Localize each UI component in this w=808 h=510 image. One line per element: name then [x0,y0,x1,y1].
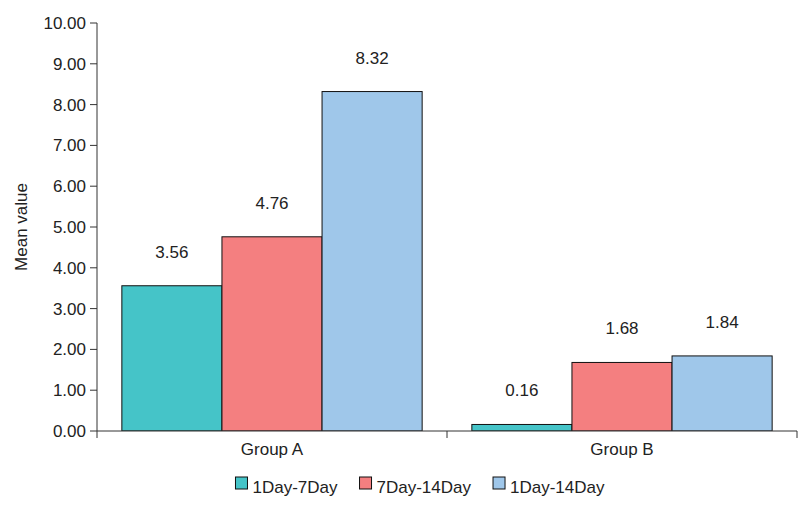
data-labels: 3.56 0.16 4.76 1.68 8.32 1.84 [155,49,738,401]
y-tick [90,23,97,24]
x-tick [447,431,448,438]
y-tick-label: 8.00 [53,96,86,115]
y-tick-label: 3.00 [53,300,86,319]
legend-item: 1Day-7Day [235,477,338,497]
legend-label: 7Day-14Day [377,478,472,497]
legend: 1Day-7Day 7Day-14Day 1Day-14Day [235,477,605,497]
x-tick [797,431,798,438]
chart: 0.00 1.00 2.00 3.00 4.00 5.00 6.00 7.00 8.00 9.00… [0,0,808,510]
data-label: 4.76 [255,194,288,213]
y-tick-label: 10.00 [43,14,86,33]
bars [122,92,772,431]
y-tick [90,186,97,187]
y-tick [90,390,97,391]
x-axis: Group A Group B [97,431,797,459]
bar [672,356,772,431]
legend-label: 1Day-7Day [252,478,338,497]
bar [572,362,672,431]
y-tick [90,431,97,432]
y-tick-label: 4.00 [53,259,86,278]
x-tick-label: Group B [590,440,653,459]
bar [472,424,572,431]
y-tick-label: 0.00 [53,422,86,441]
y-tick [90,63,97,64]
data-label: 8.32 [356,49,389,68]
y-axis-line [97,23,98,431]
legend-label: 1Day-14Day [510,478,605,497]
y-tick-label: 1.00 [53,381,86,400]
bar [122,286,222,431]
y-axis-title: Mean value [12,183,31,271]
bar [222,237,322,431]
y-tick-label: 5.00 [53,218,86,237]
y-tick [90,267,97,268]
legend-swatch [235,477,247,489]
y-tick-label: 6.00 [53,177,86,196]
y-axis: 0.00 1.00 2.00 3.00 4.00 5.00 6.00 7.00 8.00 9.00… [43,14,97,441]
legend-item: 1Day-14Day [493,477,605,497]
legend-swatch [493,477,505,489]
y-tick [90,308,97,309]
legend-swatch [360,477,372,489]
y-tick [90,145,97,146]
bar [322,92,422,431]
data-label: 1.68 [605,319,638,338]
data-label: 3.56 [155,243,188,262]
data-label: 1.84 [706,313,739,332]
y-tick-label: 7.00 [53,136,86,155]
x-tick-label: Group A [241,440,304,459]
legend-item: 7Day-14Day [360,477,472,497]
y-tick [90,104,97,105]
y-tick-label: 2.00 [53,340,86,359]
y-tick-label: 9.00 [53,55,86,74]
y-tick [90,349,97,350]
data-label: 0.16 [505,381,538,400]
y-tick [90,227,97,228]
x-tick [97,431,98,438]
